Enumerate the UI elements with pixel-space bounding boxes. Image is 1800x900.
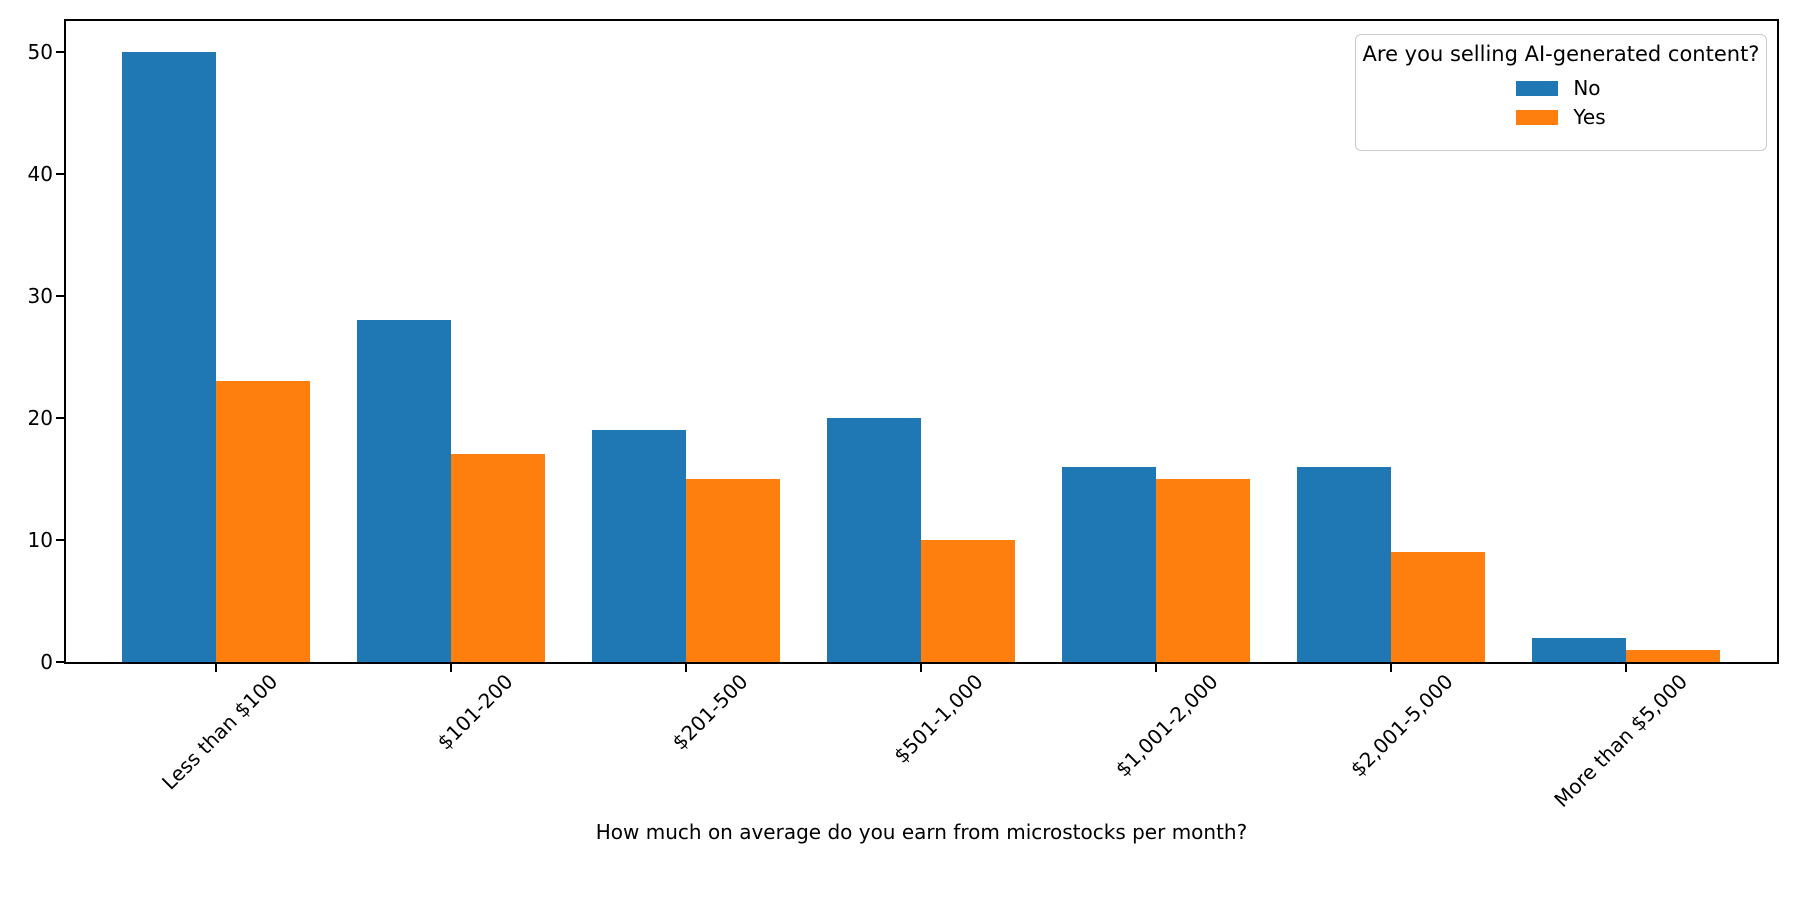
legend-title: Are you selling AI-generated content? [1362, 42, 1760, 66]
legend-label-no: No [1573, 76, 1601, 100]
y-tick-mark [56, 661, 64, 663]
legend-label-yes: Yes [1573, 105, 1606, 129]
legend-entries: No Yes [1516, 78, 1606, 129]
y-tick-mark [56, 538, 64, 541]
legend-entry-yes: Yes [1516, 105, 1606, 129]
x-tick-mark [1390, 664, 1392, 672]
bar-no [592, 430, 686, 662]
x-tick-label: More than $5,000 [1549, 669, 1693, 812]
x-tick-mark [215, 664, 217, 672]
bar-yes [921, 540, 1015, 662]
x-tick-mark [450, 664, 452, 672]
x-tick-mark [1155, 664, 1157, 672]
x-tick-mark [920, 664, 922, 672]
x-tick-label: Less than $100 [157, 669, 283, 795]
bar-yes [1626, 650, 1720, 662]
bar-yes [451, 454, 545, 662]
y-tick-label: 30 [27, 283, 53, 308]
y-tick-mark [56, 50, 64, 53]
bar-no [827, 418, 921, 662]
x-axis-title: How much on average do you earn from mic… [595, 820, 1248, 844]
bar-yes [216, 381, 310, 662]
y-tick-mark [56, 172, 64, 175]
bar-yes [1391, 552, 1485, 662]
legend-swatch-no [1516, 81, 1559, 96]
bar-no [1297, 467, 1391, 662]
x-tick-label: $2,001-5,000 [1345, 669, 1458, 782]
legend-entry-no: No [1516, 78, 1605, 99]
legend: Are you selling AI-generated content? No… [1355, 34, 1767, 151]
y-tick-label: 10 [27, 527, 53, 552]
bar-no [1062, 467, 1156, 662]
legend-swatch-yes [1516, 110, 1559, 125]
y-tick-label: 20 [27, 405, 53, 430]
x-tick-label: $501-1,000 [888, 669, 988, 768]
x-tick-label: $1,001-2,000 [1110, 669, 1223, 782]
x-tick-mark [685, 664, 687, 672]
x-tick-label: $101-200 [432, 669, 518, 755]
y-tick-label: 40 [27, 161, 53, 186]
bar-yes [1156, 479, 1250, 662]
y-tick-mark [56, 416, 64, 419]
bar-no [122, 52, 216, 662]
bar-yes [686, 479, 780, 662]
bar-no [357, 320, 451, 662]
y-tick-label: 0 [40, 650, 53, 674]
y-tick-label: 50 [27, 39, 53, 64]
y-tick-mark [56, 294, 64, 297]
x-tick-label: $201-500 [667, 669, 753, 755]
bar-no [1532, 638, 1626, 662]
x-tick-mark [1625, 664, 1627, 672]
